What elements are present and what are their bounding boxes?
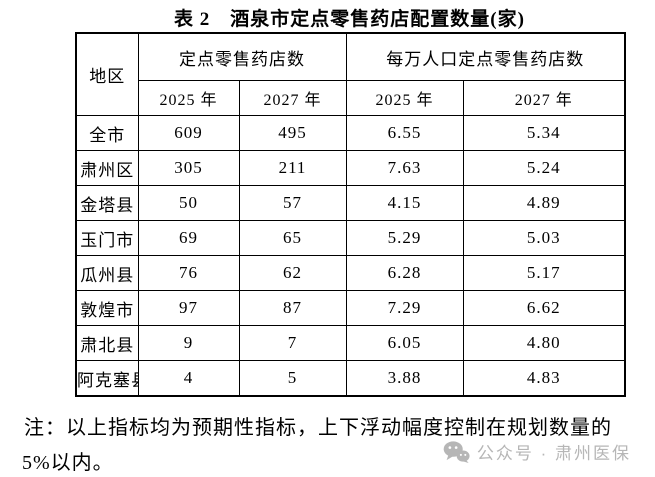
value-cell: 495: [238, 115, 347, 151]
value-cell: 4.83: [462, 360, 626, 397]
table-row: 肃北县 9 7 6.05 4.80: [75, 325, 626, 361]
region-cell: 玉门市: [75, 220, 139, 256]
value-cell: 5: [238, 360, 347, 397]
value-cell: 5.03: [462, 220, 626, 256]
value-cell: 305: [137, 150, 240, 186]
region-cell: 全市: [75, 115, 139, 151]
value-cell: 6.62: [462, 290, 626, 326]
region-column-header: 地区: [75, 32, 139, 116]
watermark-label: 公众号 · 肃州医保: [476, 444, 631, 463]
year-header: 2025 年: [137, 80, 240, 116]
year-header: 2027 年: [462, 80, 626, 116]
table-row: 全市 609 495 6.55 5.34: [75, 115, 626, 151]
value-cell: 6.28: [345, 255, 464, 291]
wechat-icon: [443, 440, 470, 463]
value-cell: 4.80: [462, 325, 626, 361]
value-cell: 6.55: [345, 115, 464, 151]
region-cell: 阿克塞县: [75, 360, 139, 397]
value-cell: 609: [137, 115, 240, 151]
value-cell: 5.29: [345, 220, 464, 256]
value-cell: 211: [238, 150, 347, 186]
footnote-line2: 5%以内。: [22, 452, 114, 474]
group-header-per-10k-population: 每万人口定点零售药店数: [345, 32, 626, 81]
year-header: 2027 年: [238, 80, 347, 116]
region-cell: 肃北县: [75, 325, 139, 361]
value-cell: 5.34: [462, 115, 626, 151]
table-row: 玉门市 69 65 5.29 5.03: [75, 220, 626, 256]
region-cell: 肃州区: [75, 150, 139, 186]
value-cell: 97: [137, 290, 240, 326]
value-cell: 5.17: [462, 255, 626, 291]
value-cell: 7.29: [345, 290, 464, 326]
value-cell: 50: [137, 185, 240, 221]
group-header-pharmacy-count: 定点零售药店数: [137, 32, 347, 81]
value-cell: 65: [238, 220, 347, 256]
value-cell: 4: [137, 360, 240, 397]
footnote-line1: 注：以上指标均为预期性指标，上下浮动幅度控制在规划数量的: [24, 417, 612, 439]
value-cell: 9: [137, 325, 240, 361]
value-cell: 7: [238, 325, 347, 361]
table-row: 阿克塞县 4 5 3.88 4.83: [75, 360, 626, 397]
watermark: 公众号 · 肃州医保: [443, 439, 631, 464]
value-cell: 76: [137, 255, 240, 291]
value-cell: 3.88: [345, 360, 464, 397]
header-row-years: 2025 年 2027 年 2025 年 2027 年: [76, 80, 626, 116]
value-cell: 69: [137, 220, 240, 256]
value-cell: 5.24: [462, 150, 626, 186]
region-cell: 敦煌市: [75, 290, 139, 326]
table-row: 瓜州县 76 62 6.28 5.17: [75, 255, 626, 291]
value-cell: 62: [238, 255, 347, 291]
table-row: 金塔县 50 57 4.15 4.89: [75, 185, 626, 221]
pharmacy-config-table: 地区 定点零售药店数 每万人口定点零售药店数 2025 年 2027 年 202…: [75, 32, 626, 397]
value-cell: 6.05: [345, 325, 464, 361]
region-cell: 瓜州县: [75, 255, 139, 291]
value-cell: 87: [238, 290, 347, 326]
table-row: 肃州区 305 211 7.63 5.24: [75, 150, 626, 186]
value-cell: 4.89: [462, 185, 626, 221]
value-cell: 7.63: [345, 150, 464, 186]
header-row-groups: 地区 定点零售药店数 每万人口定点零售药店数: [75, 32, 626, 116]
table-row: 敦煌市 97 87 7.29 6.62: [75, 290, 626, 326]
value-cell: 4.15: [345, 185, 464, 221]
region-cell: 金塔县: [75, 185, 139, 221]
table-title: 表 2 酒泉市定点零售药店配置数量(家): [174, 9, 525, 30]
value-cell: 57: [238, 185, 347, 221]
year-header: 2025 年: [345, 80, 464, 116]
